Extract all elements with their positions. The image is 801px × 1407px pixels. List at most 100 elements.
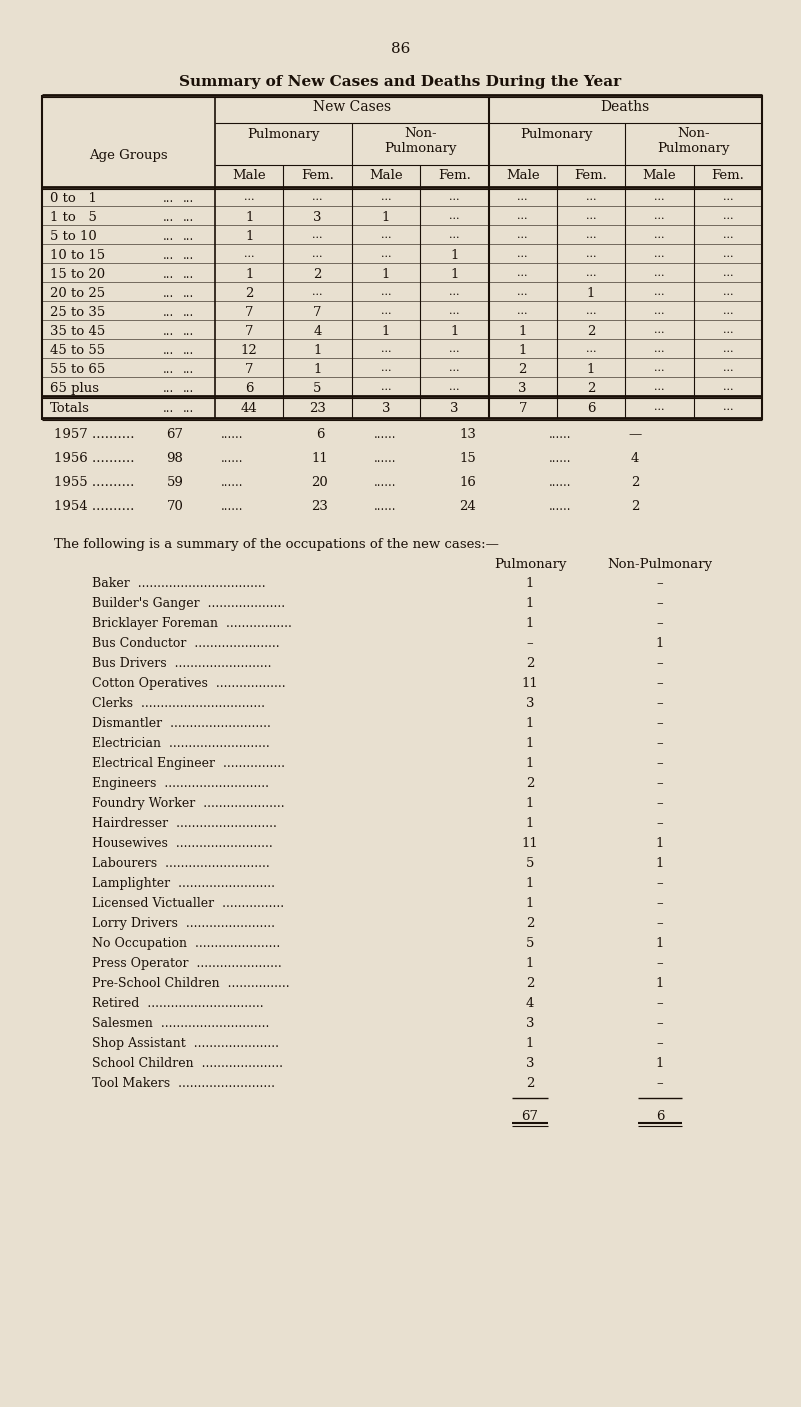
Text: ...: ... [723, 191, 733, 203]
Text: 1: 1 [245, 267, 253, 281]
Text: ...: ... [380, 363, 391, 373]
Text: Non-
Pulmonary: Non- Pulmonary [658, 127, 730, 155]
Text: ...: ... [449, 363, 460, 373]
Text: 67: 67 [521, 1110, 538, 1123]
Text: –: – [527, 637, 533, 650]
Text: ...: ... [163, 305, 175, 319]
Text: –: – [657, 898, 663, 910]
Text: 7: 7 [518, 402, 527, 415]
Text: 3: 3 [525, 1057, 534, 1069]
Text: ...: ... [654, 343, 665, 355]
Text: Pulmonary: Pulmonary [493, 559, 566, 571]
Text: ...: ... [723, 363, 733, 373]
Text: ...: ... [163, 381, 175, 395]
Text: –: – [657, 577, 663, 590]
Text: Bus Conductor  ......................: Bus Conductor ...................... [92, 637, 280, 650]
Text: 1: 1 [525, 577, 534, 590]
Text: Non-Pulmonary: Non-Pulmonary [607, 559, 713, 571]
Text: ...: ... [380, 305, 391, 317]
Text: 65 plus: 65 plus [50, 381, 99, 395]
Text: 1 to   5: 1 to 5 [50, 211, 97, 224]
Text: 2: 2 [245, 287, 253, 300]
Text: ...: ... [723, 381, 733, 393]
Text: 98: 98 [167, 452, 183, 464]
Text: –: – [657, 757, 663, 770]
Text: –: – [657, 657, 663, 670]
Text: —: — [628, 428, 642, 440]
Text: 3: 3 [450, 402, 458, 415]
Text: 1: 1 [518, 325, 527, 338]
Text: ......: ...... [549, 428, 571, 440]
Text: 7: 7 [245, 325, 253, 338]
Text: ...: ... [517, 287, 528, 297]
Text: 2: 2 [525, 917, 534, 930]
Text: 15: 15 [460, 452, 477, 464]
Text: 1957 ..........: 1957 .......... [54, 428, 135, 440]
Text: ...: ... [723, 267, 733, 279]
Text: ...: ... [183, 191, 195, 205]
Text: 70: 70 [167, 499, 183, 514]
Text: 45 to 55: 45 to 55 [50, 343, 105, 357]
Text: 5: 5 [525, 937, 534, 950]
Text: ......: ...... [374, 499, 396, 514]
Text: 10 to 15: 10 to 15 [50, 249, 105, 262]
Text: 1: 1 [382, 325, 390, 338]
Text: ...: ... [517, 229, 528, 241]
Text: –: – [657, 1037, 663, 1050]
Text: 1: 1 [313, 363, 322, 376]
Text: 1: 1 [656, 857, 664, 870]
Text: 55 to 65: 55 to 65 [50, 363, 105, 376]
Text: ......: ...... [374, 428, 396, 440]
Text: ...: ... [723, 211, 733, 221]
Text: ...: ... [163, 229, 175, 243]
Text: 2: 2 [525, 1076, 534, 1090]
Text: Pre-School Children  ................: Pre-School Children ................ [92, 976, 290, 991]
Text: 1: 1 [525, 796, 534, 810]
Text: Dismantler  ..........................: Dismantler .......................... [92, 718, 271, 730]
Text: 1: 1 [656, 637, 664, 650]
Text: 1: 1 [245, 211, 253, 224]
Text: 4: 4 [631, 452, 639, 464]
Text: ...: ... [449, 287, 460, 297]
Text: 1: 1 [525, 737, 534, 750]
Text: 3: 3 [313, 211, 322, 224]
Text: ......: ...... [374, 452, 396, 464]
Text: ...: ... [183, 211, 195, 224]
Text: The following is a summary of the occupations of the new cases:—: The following is a summary of the occupa… [54, 537, 499, 552]
Text: Male: Male [642, 169, 676, 182]
Text: 1: 1 [656, 1057, 664, 1069]
Text: ...: ... [312, 249, 323, 259]
Text: Fem.: Fem. [438, 169, 471, 182]
Text: 1: 1 [518, 343, 527, 357]
Text: 2: 2 [525, 657, 534, 670]
Text: 4: 4 [313, 325, 322, 338]
Text: 86: 86 [391, 42, 410, 56]
Text: 15 to 20: 15 to 20 [50, 267, 105, 281]
Text: 1: 1 [587, 363, 595, 376]
Text: 4: 4 [525, 998, 534, 1010]
Text: Deaths: Deaths [601, 100, 650, 114]
Text: Electrical Engineer  ................: Electrical Engineer ................ [92, 757, 285, 770]
Text: ...: ... [163, 363, 175, 376]
Text: ...: ... [517, 191, 528, 203]
Text: 1: 1 [525, 898, 534, 910]
Text: ...: ... [517, 211, 528, 221]
Text: 2: 2 [631, 476, 639, 490]
Text: ...: ... [586, 229, 596, 241]
Text: 1954 ..........: 1954 .......... [54, 499, 135, 514]
Text: –: – [657, 696, 663, 711]
Text: 11: 11 [521, 677, 538, 689]
Text: –: – [657, 877, 663, 891]
Text: 12: 12 [241, 343, 258, 357]
Text: 67: 67 [167, 428, 183, 440]
Text: ...: ... [183, 249, 195, 262]
Text: Lorry Drivers  .......................: Lorry Drivers ....................... [92, 917, 275, 930]
Text: ...: ... [723, 305, 733, 317]
Text: ...: ... [723, 249, 733, 259]
Text: ......: ...... [549, 499, 571, 514]
Text: ...: ... [449, 305, 460, 317]
Text: ...: ... [183, 381, 195, 395]
Text: ...: ... [723, 229, 733, 241]
Text: 7: 7 [245, 305, 253, 319]
Text: Pulmonary: Pulmonary [248, 128, 320, 141]
